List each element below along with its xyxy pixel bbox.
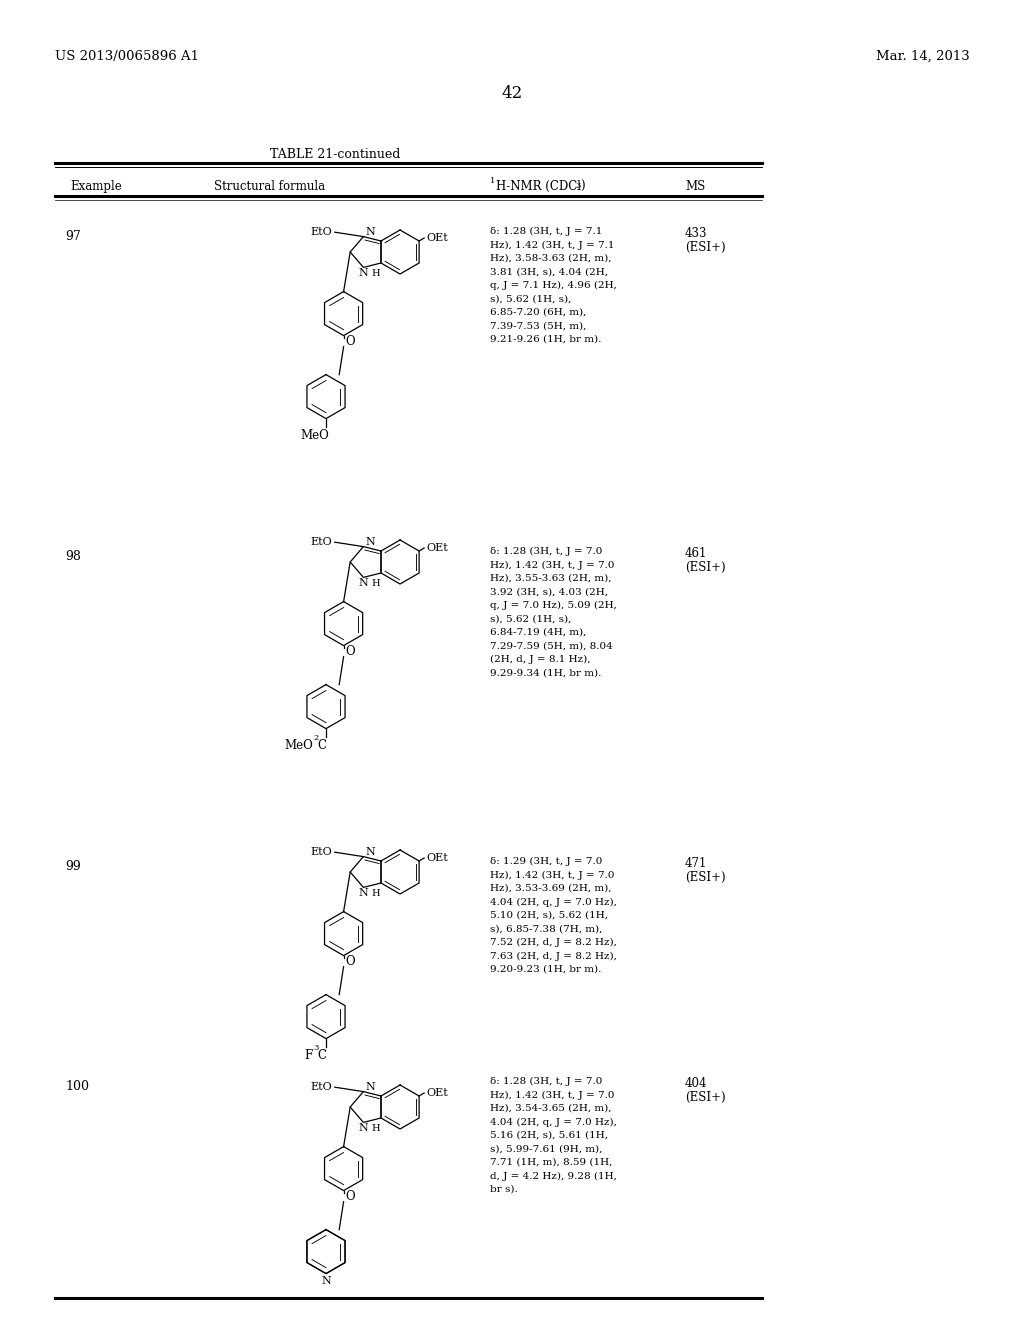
Text: δ: 1.29 (3H, t, J = 7.0: δ: 1.29 (3H, t, J = 7.0 <box>490 857 602 866</box>
Text: N: N <box>358 1123 369 1133</box>
Text: MeO: MeO <box>285 739 313 751</box>
Text: 1: 1 <box>490 177 496 185</box>
Text: 3.92 (3H, s), 4.03 (2H,: 3.92 (3H, s), 4.03 (2H, <box>490 587 608 597</box>
Text: H: H <box>371 578 380 587</box>
Text: Hz), 1.42 (3H, t, J = 7.0: Hz), 1.42 (3H, t, J = 7.0 <box>490 870 614 879</box>
Text: 9.29-9.34 (1H, br m).: 9.29-9.34 (1H, br m). <box>490 668 601 677</box>
Text: N: N <box>366 537 375 546</box>
Text: s), 6.85-7.38 (7H, m),: s), 6.85-7.38 (7H, m), <box>490 924 602 933</box>
Text: 4.04 (2H, q, J = 7.0 Hz),: 4.04 (2H, q, J = 7.0 Hz), <box>490 898 616 907</box>
Text: δ: 1.28 (3H, t, J = 7.1: δ: 1.28 (3H, t, J = 7.1 <box>490 227 602 236</box>
Text: TABLE 21-continued: TABLE 21-continued <box>269 148 400 161</box>
Text: EtO: EtO <box>310 227 332 238</box>
Text: N: N <box>358 888 369 898</box>
Text: O: O <box>345 956 355 968</box>
Text: Hz), 3.54-3.65 (2H, m),: Hz), 3.54-3.65 (2H, m), <box>490 1104 611 1113</box>
Text: 3: 3 <box>313 1044 318 1052</box>
Text: N: N <box>358 268 369 279</box>
Text: (ESI+): (ESI+) <box>685 1092 726 1104</box>
Text: Mar. 14, 2013: Mar. 14, 2013 <box>877 50 970 63</box>
Text: 99: 99 <box>65 861 81 873</box>
Text: 100: 100 <box>65 1080 89 1093</box>
Text: Structural formula: Structural formula <box>214 180 326 193</box>
Text: 404: 404 <box>685 1077 708 1090</box>
Text: s), 5.62 (1H, s),: s), 5.62 (1H, s), <box>490 615 571 623</box>
Text: s), 5.99-7.61 (9H, m),: s), 5.99-7.61 (9H, m), <box>490 1144 602 1154</box>
Text: s), 5.62 (1H, s),: s), 5.62 (1H, s), <box>490 294 571 304</box>
Text: 3: 3 <box>575 182 581 190</box>
Text: (ESI+): (ESI+) <box>685 242 726 253</box>
Text: 461: 461 <box>685 546 708 560</box>
Text: O: O <box>345 645 355 659</box>
Text: MS: MS <box>685 180 706 193</box>
Text: Hz), 1.42 (3H, t, J = 7.0: Hz), 1.42 (3H, t, J = 7.0 <box>490 1090 614 1100</box>
Text: Example: Example <box>70 180 122 193</box>
Text: OEt: OEt <box>426 1088 447 1098</box>
Text: O: O <box>345 335 355 348</box>
Text: EtO: EtO <box>310 1082 332 1092</box>
Text: 6.85-7.20 (6H, m),: 6.85-7.20 (6H, m), <box>490 308 587 317</box>
Text: 7.29-7.59 (5H, m), 8.04: 7.29-7.59 (5H, m), 8.04 <box>490 642 612 651</box>
Text: 4.04 (2H, q, J = 7.0 Hz),: 4.04 (2H, q, J = 7.0 Hz), <box>490 1118 616 1127</box>
Text: MeO: MeO <box>301 429 330 442</box>
Text: N: N <box>366 847 375 857</box>
Text: q, J = 7.0 Hz), 5.09 (2H,: q, J = 7.0 Hz), 5.09 (2H, <box>490 601 616 610</box>
Text: (ESI+): (ESI+) <box>685 561 726 574</box>
Text: d, J = 4.2 Hz), 9.28 (1H,: d, J = 4.2 Hz), 9.28 (1H, <box>490 1172 616 1180</box>
Text: 6.84-7.19 (4H, m),: 6.84-7.19 (4H, m), <box>490 628 587 638</box>
Text: Hz), 3.55-3.63 (2H, m),: Hz), 3.55-3.63 (2H, m), <box>490 574 611 583</box>
Text: O: O <box>345 1191 355 1203</box>
Text: Hz), 3.53-3.69 (2H, m),: Hz), 3.53-3.69 (2H, m), <box>490 884 611 894</box>
Text: H: H <box>371 888 380 898</box>
Text: N: N <box>366 227 375 236</box>
Text: 3.81 (3H, s), 4.04 (2H,: 3.81 (3H, s), 4.04 (2H, <box>490 268 608 276</box>
Text: q, J = 7.1 Hz), 4.96 (2H,: q, J = 7.1 Hz), 4.96 (2H, <box>490 281 616 290</box>
Text: EtO: EtO <box>310 847 332 857</box>
Text: br s).: br s). <box>490 1185 518 1195</box>
Text: (2H, d, J = 8.1 Hz),: (2H, d, J = 8.1 Hz), <box>490 655 591 664</box>
Text: US 2013/0065896 A1: US 2013/0065896 A1 <box>55 50 199 63</box>
Text: 7.39-7.53 (5H, m),: 7.39-7.53 (5H, m), <box>490 322 587 330</box>
Text: EtO: EtO <box>310 537 332 548</box>
Text: δ: 1.28 (3H, t, J = 7.0: δ: 1.28 (3H, t, J = 7.0 <box>490 546 602 556</box>
Text: Hz), 1.42 (3H, t, J = 7.1: Hz), 1.42 (3H, t, J = 7.1 <box>490 240 614 249</box>
Text: 2: 2 <box>313 734 318 742</box>
Text: 433: 433 <box>685 227 708 240</box>
Text: ): ) <box>580 180 585 193</box>
Text: C: C <box>317 1048 326 1061</box>
Text: H: H <box>371 269 380 277</box>
Text: 5.16 (2H, s), 5.61 (1H,: 5.16 (2H, s), 5.61 (1H, <box>490 1131 608 1140</box>
Text: 97: 97 <box>65 230 81 243</box>
Text: C: C <box>317 739 326 751</box>
Text: H-NMR (CDCl: H-NMR (CDCl <box>496 180 581 193</box>
Text: 7.71 (1H, m), 8.59 (1H,: 7.71 (1H, m), 8.59 (1H, <box>490 1158 612 1167</box>
Text: 471: 471 <box>685 857 708 870</box>
Text: Hz), 3.58-3.63 (2H, m),: Hz), 3.58-3.63 (2H, m), <box>490 253 611 263</box>
Text: 98: 98 <box>65 550 81 564</box>
Text: 5.10 (2H, s), 5.62 (1H,: 5.10 (2H, s), 5.62 (1H, <box>490 911 608 920</box>
Text: 7.63 (2H, d, J = 8.2 Hz),: 7.63 (2H, d, J = 8.2 Hz), <box>490 952 616 961</box>
Text: OEt: OEt <box>426 234 447 243</box>
Text: Hz), 1.42 (3H, t, J = 7.0: Hz), 1.42 (3H, t, J = 7.0 <box>490 561 614 570</box>
Text: OEt: OEt <box>426 543 447 553</box>
Text: N: N <box>366 1082 375 1092</box>
Text: 7.52 (2H, d, J = 8.2 Hz),: 7.52 (2H, d, J = 8.2 Hz), <box>490 939 616 948</box>
Text: N: N <box>322 1275 331 1286</box>
Text: 9.21-9.26 (1H, br m).: 9.21-9.26 (1H, br m). <box>490 335 601 345</box>
Text: F: F <box>305 1048 313 1061</box>
Text: H: H <box>371 1123 380 1133</box>
Text: OEt: OEt <box>426 853 447 863</box>
Text: N: N <box>358 578 369 589</box>
Text: 9.20-9.23 (1H, br m).: 9.20-9.23 (1H, br m). <box>490 965 601 974</box>
Text: 42: 42 <box>502 84 522 102</box>
Text: δ: 1.28 (3H, t, J = 7.0: δ: 1.28 (3H, t, J = 7.0 <box>490 1077 602 1086</box>
Text: (ESI+): (ESI+) <box>685 871 726 884</box>
